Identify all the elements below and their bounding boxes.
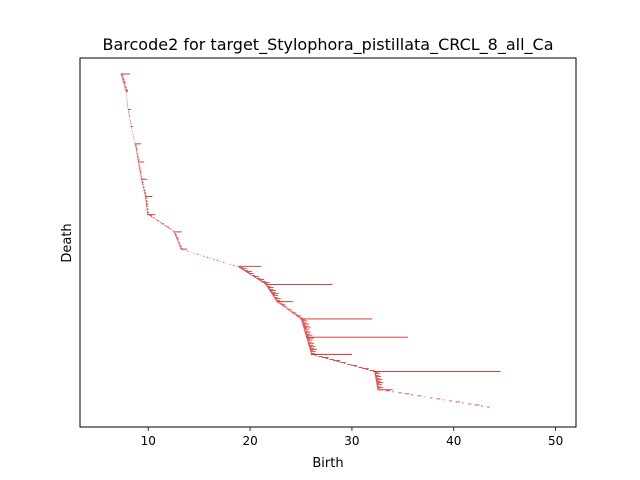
x-tick-label: 20 — [242, 434, 257, 448]
barcode-bars — [120, 73, 501, 408]
x-axis-label: Birth — [312, 456, 343, 471]
x-tick-label: 30 — [344, 434, 359, 448]
chart-title: Barcode2 for target_Stylophora_pistillat… — [102, 35, 553, 55]
x-axis: 10 20 30 40 50 — [141, 427, 563, 448]
x-tick-label: 50 — [548, 434, 563, 448]
plot-frame — [79, 57, 577, 428]
x-tick-label: 10 — [141, 434, 156, 448]
y-axis-label: Death — [60, 223, 75, 262]
x-tick-label: 40 — [446, 434, 461, 448]
